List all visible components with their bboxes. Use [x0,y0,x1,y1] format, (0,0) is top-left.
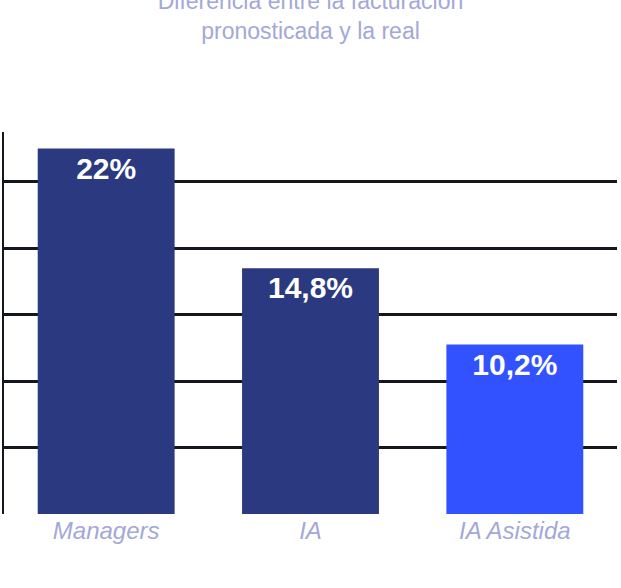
svg-text:14,8%: 14,8% [268,271,353,304]
svg-text:Diferencia entre la facturació: Diferencia entre la facturaciónpronostic… [158,0,464,44]
svg-text:10,2%: 10,2% [472,348,557,381]
svg-text:IA: IA [299,517,322,544]
svg-text:22%: 22% [76,152,136,185]
svg-text:Managers: Managers [53,517,160,544]
svg-text:IA Asistida: IA Asistida [459,517,571,544]
